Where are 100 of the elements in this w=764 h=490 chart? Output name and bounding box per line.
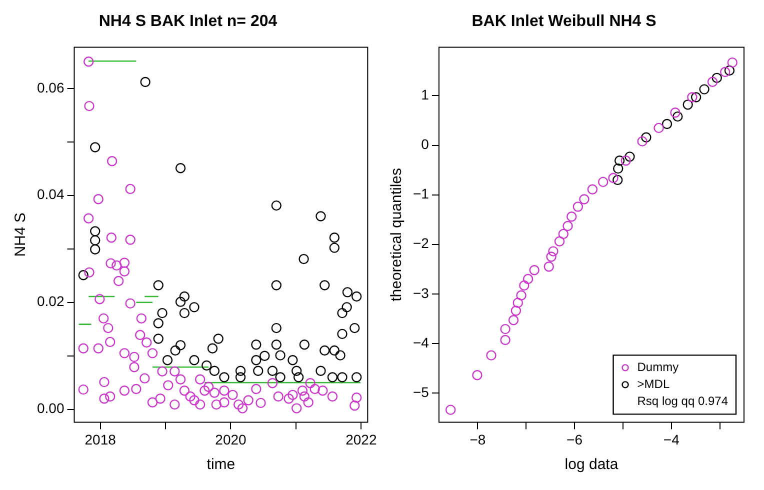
point [712, 72, 722, 84]
point [566, 212, 577, 222]
point [271, 340, 282, 350]
point [288, 355, 298, 366]
y-tick-label: −5 [412, 384, 430, 400]
point [267, 366, 278, 376]
point [486, 350, 496, 360]
point [672, 111, 683, 122]
point [562, 220, 573, 232]
point [175, 340, 186, 350]
point [512, 298, 523, 308]
point [275, 350, 286, 360]
point [175, 163, 186, 174]
point [510, 306, 522, 316]
point [157, 308, 168, 318]
point [598, 176, 608, 188]
point [472, 370, 482, 380]
point [90, 142, 100, 152]
point [519, 280, 530, 291]
point [612, 174, 623, 186]
y-axis-title: NH4 S [12, 212, 30, 257]
point [690, 92, 702, 102]
point [554, 236, 565, 246]
point [558, 228, 568, 240]
point [614, 156, 625, 166]
point [613, 163, 624, 174]
point [162, 355, 173, 366]
point [235, 372, 246, 382]
point [329, 242, 340, 253]
point [641, 132, 652, 142]
point [213, 334, 224, 344]
x-axis-title: time [206, 456, 236, 474]
point [329, 345, 340, 356]
chart-title: BAK Inlet Weibull NH4 S [472, 13, 657, 30]
x-tick-label: −6 [566, 431, 583, 448]
legend-label: Dummy [637, 360, 679, 374]
point [682, 100, 693, 110]
point [90, 244, 100, 255]
point [350, 322, 360, 334]
point [637, 136, 648, 146]
point [153, 280, 164, 290]
point [654, 122, 664, 134]
point [251, 355, 262, 366]
x-tick-label: −4 [663, 431, 680, 448]
point [271, 200, 282, 211]
chart-title: NH4 S BAK Inlet n= 204 [98, 13, 278, 30]
y-tick-label: −4 [412, 334, 430, 350]
point [516, 290, 526, 300]
point [724, 65, 735, 76]
point [544, 262, 554, 272]
point [140, 76, 150, 88]
point [329, 232, 340, 243]
y-tick-label: 0.02 [37, 293, 64, 310]
point [320, 345, 330, 356]
y-tick-label: −2 [412, 235, 430, 252]
x-tick-label: 2020 [215, 431, 247, 448]
point [235, 366, 246, 376]
point [500, 324, 510, 334]
point [624, 152, 635, 162]
point [620, 156, 631, 166]
point [316, 211, 326, 222]
point [445, 404, 456, 415]
point [271, 280, 282, 290]
point [707, 76, 718, 87]
point [508, 315, 519, 326]
point [207, 343, 218, 354]
point [327, 372, 338, 382]
point [342, 287, 353, 298]
point [608, 172, 618, 184]
point [342, 302, 352, 312]
point [687, 92, 698, 102]
point [699, 84, 710, 94]
point [175, 296, 186, 307]
point [337, 308, 348, 318]
y-tick-label: 0.00 [37, 400, 64, 416]
point [579, 194, 590, 204]
point [351, 372, 362, 382]
point [546, 252, 556, 262]
point [727, 57, 738, 68]
point [337, 372, 348, 382]
point [548, 246, 558, 256]
point [202, 360, 212, 371]
y-tick-label: 0.06 [37, 79, 64, 96]
point [572, 202, 584, 212]
point [298, 254, 309, 264]
y-tick-label: 0 [421, 136, 430, 152]
point [189, 302, 200, 312]
point [500, 334, 510, 346]
point [529, 265, 540, 276]
point [522, 274, 534, 284]
y-tick-label: 1 [421, 86, 430, 103]
x-tick-label: 2018 [84, 431, 116, 448]
point [189, 355, 200, 366]
y-tick-label: 0.04 [37, 186, 64, 202]
point [219, 372, 230, 382]
point [260, 350, 270, 361]
point [587, 184, 598, 194]
legend-label: >MDL [637, 377, 670, 392]
point [253, 366, 264, 376]
point [351, 291, 362, 302]
